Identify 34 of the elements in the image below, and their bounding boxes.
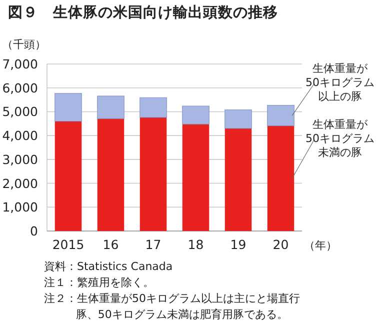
text: 資料：Statistics Canada	[44, 259, 174, 275]
text: 注２：生体重量が50キログラム以上は主にと場直行豚、50キログラム未満は肥育用豚である。	[44, 291, 301, 323]
y-tick-label: 7,000	[2, 56, 38, 72]
bar	[267, 126, 294, 231]
bar	[97, 118, 124, 231]
x-tick-label: 16	[102, 237, 119, 252]
x-axis-title: （年）	[304, 239, 337, 252]
bar	[54, 121, 82, 231]
y-tick-label: 0	[30, 224, 38, 238]
bar	[182, 106, 210, 124]
bar	[182, 124, 210, 231]
bar	[97, 96, 124, 119]
bar	[140, 117, 167, 231]
y-tick-label: 6,000	[2, 80, 38, 96]
y-axis-title: （千頭）	[2, 38, 46, 51]
series-label: 生体重量が50キログラム以上の豚	[306, 62, 374, 103]
x-tick-label: 20	[272, 237, 289, 252]
y-tick-label: 1,000	[2, 200, 38, 215]
y-tick-label: 2,000	[2, 176, 38, 191]
y-tick-label: 3,000	[2, 152, 38, 167]
bar	[267, 105, 294, 126]
x-tick-label: 19	[230, 237, 246, 252]
text: 注１：繁殖用を除く。	[44, 275, 155, 291]
chart-title: 図９ 生体豚の米国向け輸出頭数の推移	[8, 4, 278, 21]
series-label: 生体重量が50キログラム未満の豚	[306, 118, 374, 159]
y-tick-label: 5,000	[2, 104, 38, 120]
x-tick-label: 2015	[52, 237, 84, 252]
x-tick-label: 18	[188, 237, 204, 252]
y-tick-label: 4,000	[2, 128, 38, 144]
bar	[224, 110, 252, 129]
bar	[54, 93, 82, 122]
bar	[224, 128, 252, 231]
x-tick-label: 17	[145, 237, 162, 252]
bar	[140, 97, 167, 118]
